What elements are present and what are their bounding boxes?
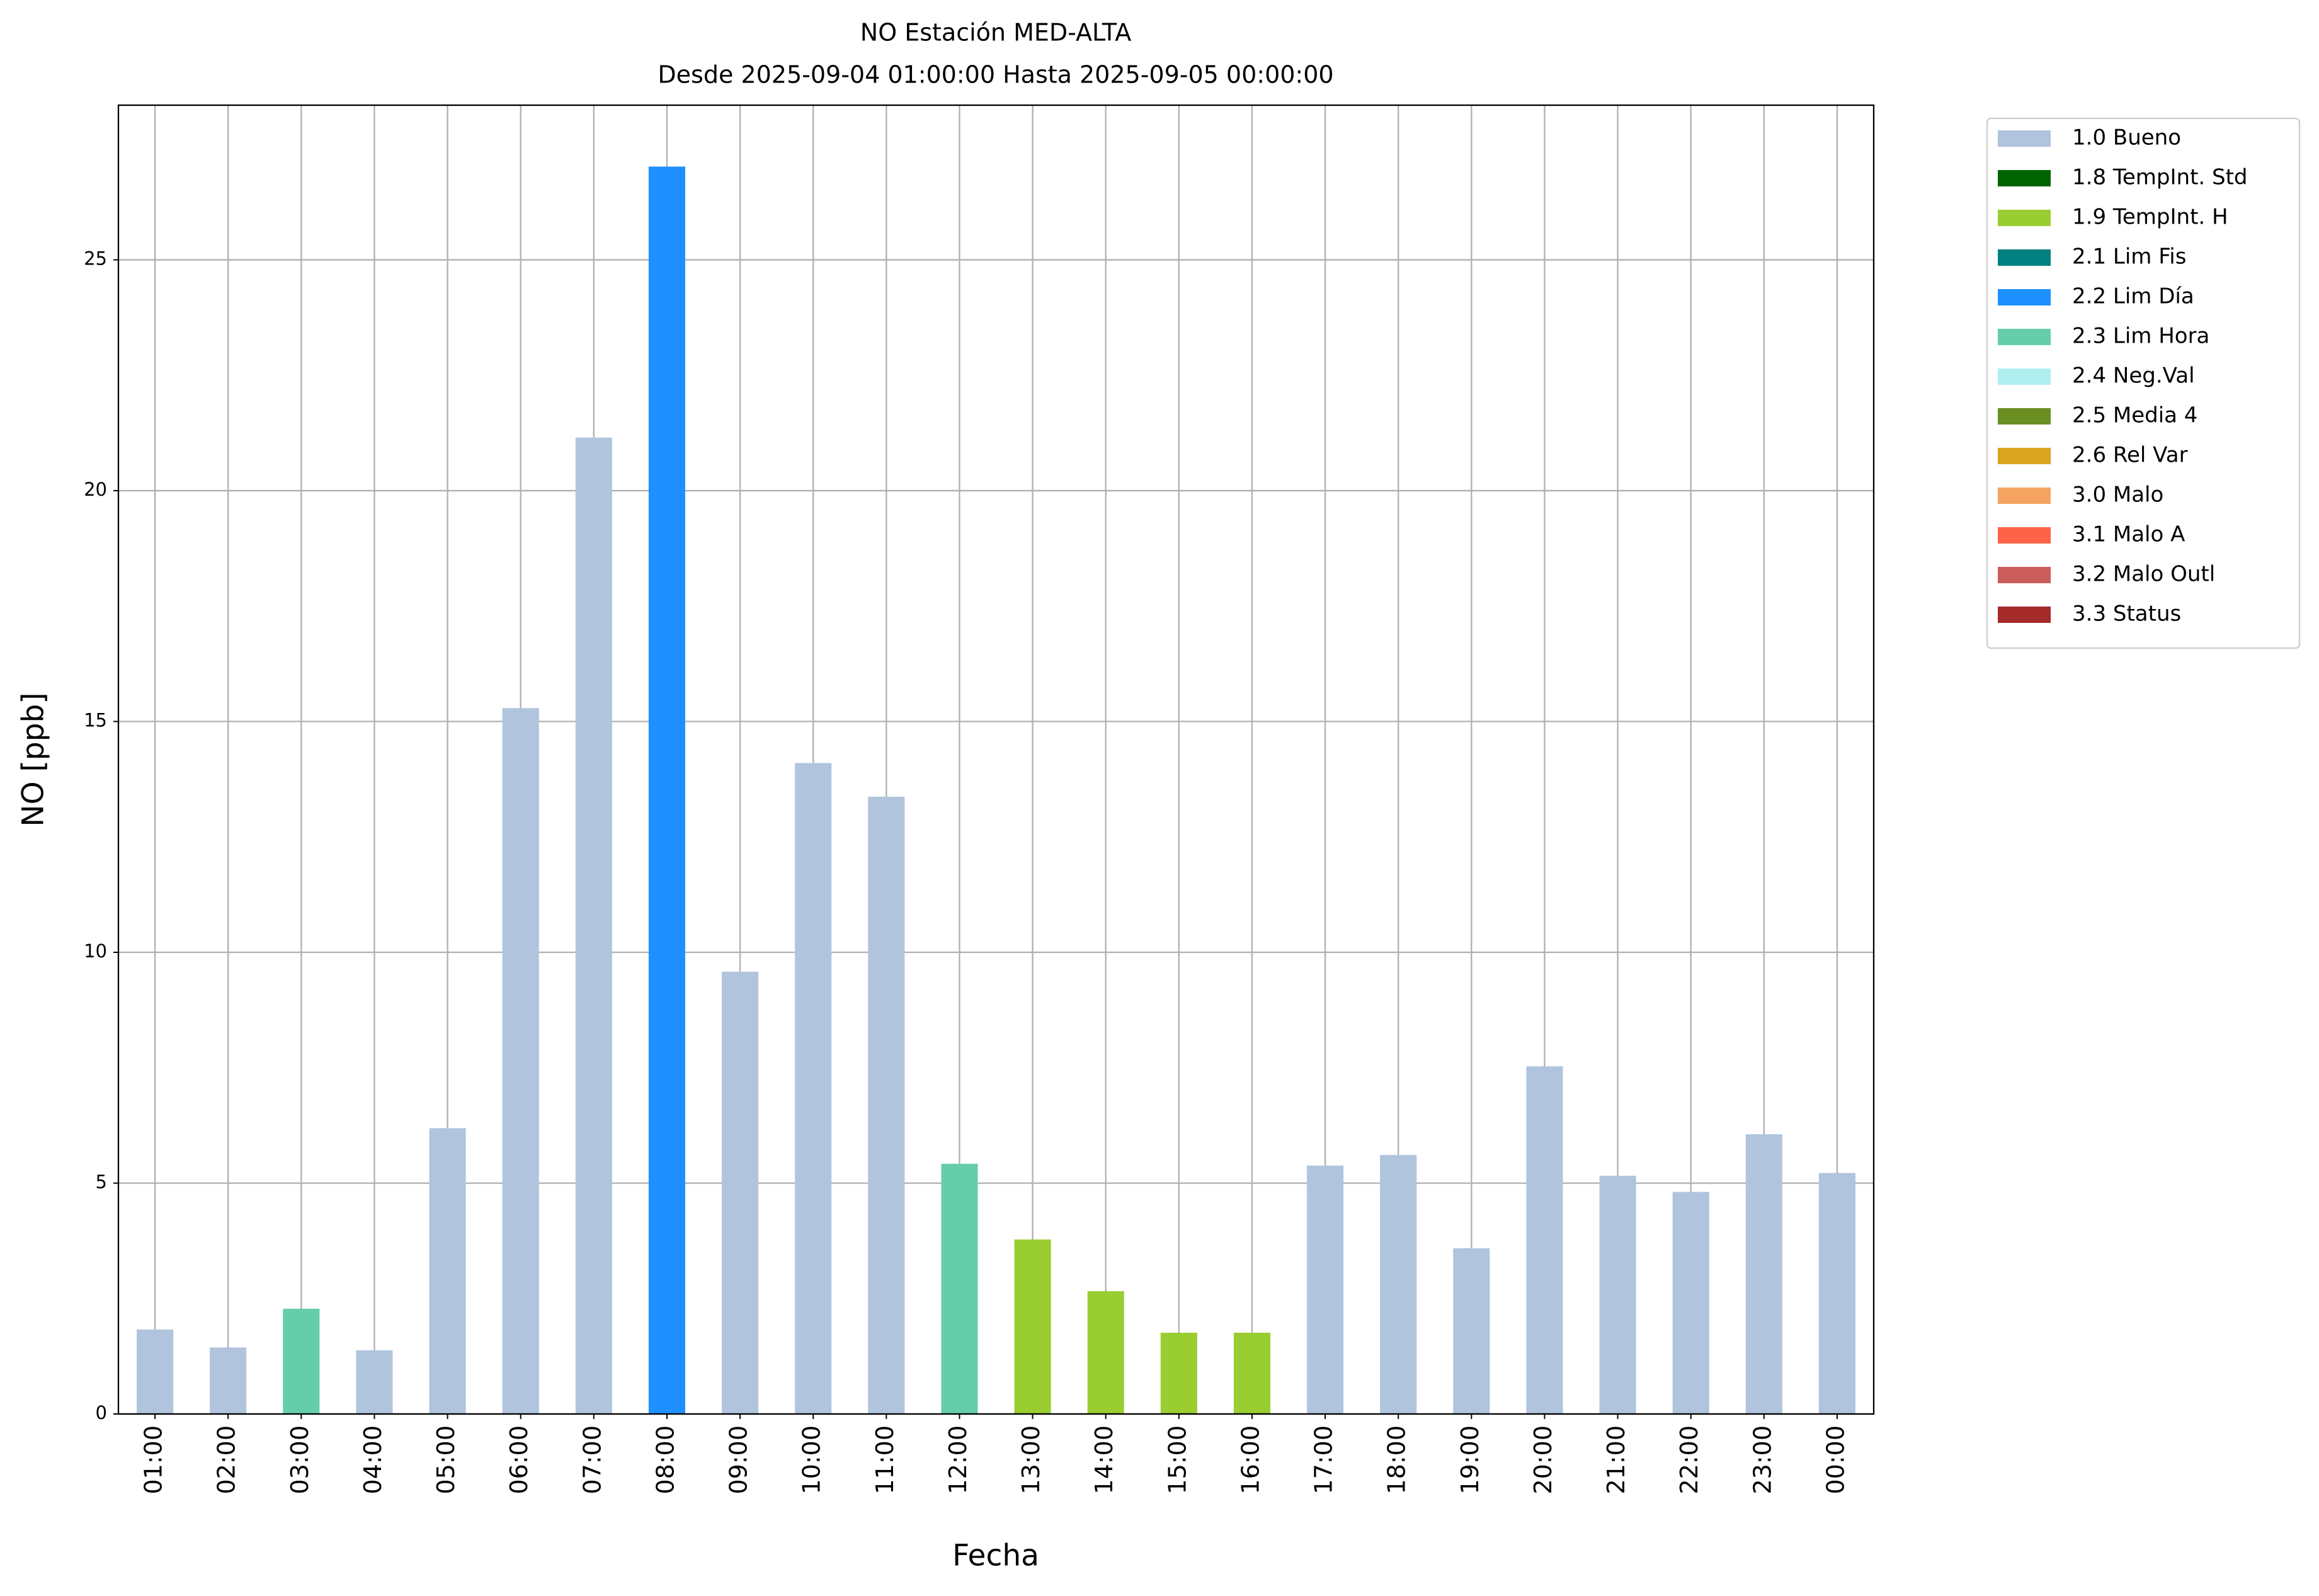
legend-swatch: [1998, 408, 2051, 425]
x-tick-label: 11:00: [871, 1425, 899, 1495]
legend-label: 1.0 Bueno: [2072, 125, 2181, 151]
bar: [137, 1329, 174, 1414]
bar: [1526, 1066, 1563, 1414]
legend-label: 3.1 Malo A: [2072, 522, 2185, 547]
x-tick-label: 18:00: [1383, 1425, 1411, 1495]
legend-swatch: [1998, 210, 2051, 226]
legend-swatch: [1998, 289, 2051, 305]
x-tick-label: 00:00: [1821, 1425, 1849, 1495]
legend-label: 1.9 TempInt. H: [2072, 205, 2228, 230]
legend-swatch: [1998, 130, 2051, 147]
bar: [1160, 1332, 1197, 1414]
legend-label: 2.5 Media 4: [2072, 403, 2197, 428]
y-tick-label: 10: [84, 940, 107, 962]
legend-label: 1.8 TempInt. Std: [2072, 165, 2248, 190]
bar: [941, 1163, 978, 1414]
bar: [1014, 1239, 1051, 1414]
x-tick-label: 19:00: [1456, 1425, 1484, 1495]
y-tick-label: 0: [96, 1402, 107, 1423]
legend-box: [1986, 117, 2301, 649]
chart-title: NO Estación MED-ALTA: [860, 19, 1131, 47]
x-tick-label: 03:00: [286, 1425, 314, 1495]
bar: [283, 1308, 320, 1414]
y-tick-label: 15: [84, 710, 107, 731]
bar: [502, 708, 539, 1414]
y-tick-label: 20: [84, 479, 107, 500]
legend-label: 2.2 Lim Día: [2072, 284, 2194, 309]
x-tick-label: 17:00: [1310, 1425, 1338, 1495]
bar: [1380, 1154, 1417, 1414]
x-tick-label: 23:00: [1748, 1425, 1776, 1495]
legend-swatch: [1998, 448, 2051, 464]
y-axis-label: NO [ppb]: [16, 692, 51, 826]
bar: [356, 1350, 393, 1414]
bar: [795, 763, 832, 1414]
x-tick-label: 06:00: [505, 1425, 533, 1495]
legend-swatch: [1998, 368, 2051, 385]
x-tick-label: 21:00: [1602, 1425, 1630, 1495]
legend-label: 3.2 Malo Outl: [2072, 562, 2215, 587]
legend-swatch: [1998, 249, 2051, 266]
x-tick-label: 01:00: [140, 1425, 168, 1495]
x-tick-label: 10:00: [798, 1425, 826, 1495]
legend-label: 2.3 Lim Hora: [2072, 324, 2209, 349]
bar: [1087, 1291, 1124, 1414]
bar: [648, 166, 685, 1414]
y-tick-label: 5: [96, 1171, 107, 1193]
x-tick-label: 13:00: [1017, 1425, 1045, 1495]
plot-frame: [117, 104, 1875, 1415]
x-tick-label: 08:00: [651, 1425, 679, 1495]
bar: [1599, 1175, 1636, 1414]
bar: [722, 971, 759, 1414]
x-axis-label: Fecha: [952, 1539, 1039, 1573]
x-tick-label: 02:00: [213, 1425, 241, 1495]
legend-label: 2.4 Neg.Val: [2072, 363, 2195, 389]
legend-swatch: [1998, 170, 2051, 186]
x-tick-label: 09:00: [725, 1425, 753, 1495]
bar: [1818, 1173, 1855, 1414]
x-tick-label: 12:00: [944, 1425, 972, 1495]
x-tick-label: 22:00: [1675, 1425, 1703, 1495]
y-tick-label: 25: [84, 248, 107, 270]
x-tick-label: 20:00: [1529, 1425, 1557, 1495]
legend-swatch: [1998, 527, 2051, 544]
bar: [1453, 1248, 1490, 1414]
x-tick-label: 05:00: [432, 1425, 460, 1495]
legend-label: 3.0 Malo: [2072, 482, 2163, 508]
bar: [575, 437, 612, 1414]
bar: [868, 797, 905, 1414]
legend-swatch: [1998, 487, 2051, 504]
legend-swatch: [1998, 607, 2051, 623]
bar: [210, 1347, 247, 1414]
bar: [1745, 1134, 1782, 1414]
bar: [1233, 1332, 1270, 1414]
x-tick-label: 16:00: [1236, 1425, 1264, 1495]
bar: [1307, 1165, 1344, 1414]
chart-subtitle: Desde 2025-09-04 01:00:00 Hasta 2025-09-…: [658, 61, 1333, 89]
bars: [137, 166, 1855, 1414]
x-tick-label: 15:00: [1163, 1425, 1191, 1495]
legend-swatch: [1998, 567, 2051, 583]
legend-label: 2.1 Lim Fis: [2072, 244, 2186, 270]
x-tick-label: 14:00: [1090, 1425, 1118, 1495]
bar: [429, 1128, 466, 1414]
legend-swatch: [1998, 329, 2051, 345]
legend-label: 2.6 Rel Var: [2072, 443, 2188, 468]
x-tick-label: 04:00: [359, 1425, 387, 1495]
legend-label: 3.3 Status: [2072, 601, 2181, 627]
x-tick-label: 07:00: [578, 1425, 606, 1495]
bar: [1672, 1192, 1709, 1414]
